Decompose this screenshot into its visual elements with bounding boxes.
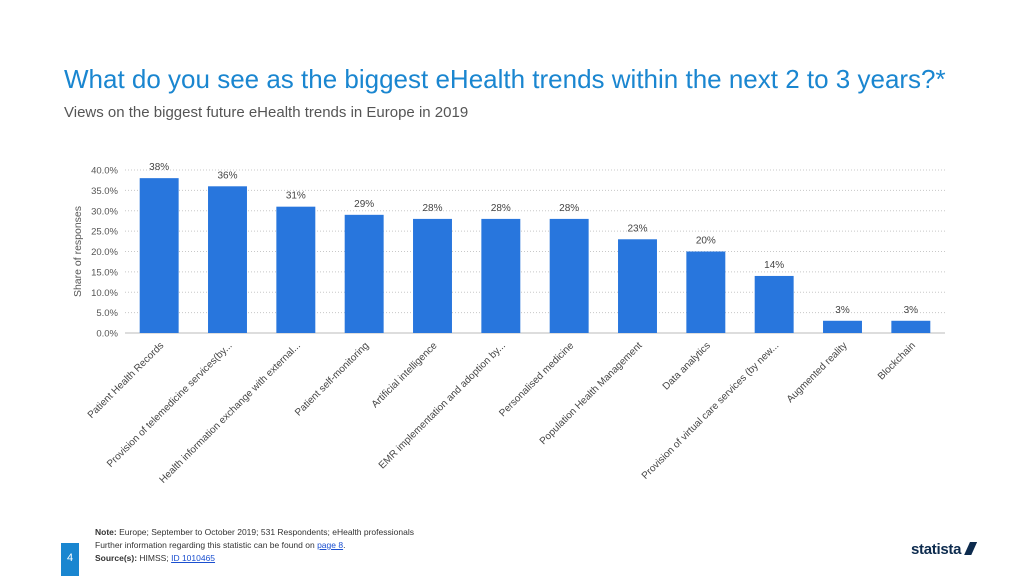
y-tick-label: 25.0% xyxy=(91,227,118,238)
y-tick-label: 30.0% xyxy=(91,206,118,217)
bar-value-label: 3% xyxy=(904,305,919,316)
statista-logo: statista xyxy=(911,541,978,558)
info-line: Further information regarding this stati… xyxy=(95,539,414,552)
x-tick-label: Provision of telemedicine services(by... xyxy=(105,340,234,469)
info-end: . xyxy=(343,540,346,550)
info-text: Further information regarding this stati… xyxy=(95,540,315,550)
y-tick-label: 0.0% xyxy=(96,329,118,340)
bar-value-label: 31% xyxy=(286,191,306,202)
bar-value-label: 38% xyxy=(149,162,169,173)
bar-value-label: 28% xyxy=(422,203,442,214)
page-number: 4 xyxy=(61,543,79,576)
y-tick-label: 15.0% xyxy=(91,267,118,278)
bar xyxy=(139,178,179,333)
source-label: Source(s): xyxy=(95,553,138,563)
y-tick-label: 20.0% xyxy=(91,247,118,258)
x-tick-label: EMR implementation and adoption by... xyxy=(377,340,508,471)
bar-value-label: 36% xyxy=(217,170,237,181)
bar xyxy=(481,218,521,333)
bar-value-label: 3% xyxy=(835,305,850,316)
note-label: Note: xyxy=(95,527,117,537)
bar xyxy=(276,206,316,333)
x-tick-label: Artificial intelligence xyxy=(370,340,440,410)
x-tick-label: Health information exchange with externa… xyxy=(158,340,303,485)
x-tick-label: Blockchain xyxy=(876,340,918,382)
source-text: HIMSS; xyxy=(139,553,169,563)
y-tick-label: 10.0% xyxy=(91,288,118,299)
y-tick-label: 35.0% xyxy=(91,186,118,197)
y-axis-label: Share of responses xyxy=(72,206,84,297)
bar-value-label: 29% xyxy=(354,199,374,210)
y-tick-label: 5.0% xyxy=(96,308,118,319)
note-line: Note: Europe; September to October 2019;… xyxy=(95,526,414,539)
bar-chart: 0.0% 5.0% 10.0% 15.0% 20.0% 25.0% 30.0% 35.0% 40… xyxy=(72,162,945,486)
x-tick-label: Augmented reality xyxy=(785,340,850,405)
x-tick-label: Patient Health Records xyxy=(86,340,166,420)
bar xyxy=(754,275,794,333)
bar xyxy=(686,251,726,333)
bar xyxy=(208,186,247,333)
note-text: Europe; September to October 2019; 531 R… xyxy=(119,527,414,537)
x-tick-label: Provision of virtual care services (by n… xyxy=(640,340,781,481)
x-tick-label: Personalised medicine xyxy=(497,340,576,419)
bar-value-label: 14% xyxy=(764,260,784,271)
bar xyxy=(823,320,862,333)
brand-name: statista xyxy=(911,541,962,558)
x-tick-label: Data analytics xyxy=(661,340,713,392)
x-tick-label: Patient self-monitoring xyxy=(293,340,371,418)
chart-title: What do you see as the biggest eHealth t… xyxy=(64,64,946,94)
bar-value-label: 28% xyxy=(491,203,511,214)
chart-subtitle: Views on the biggest future eHealth tren… xyxy=(64,104,469,121)
bar xyxy=(344,214,384,333)
source-id-link[interactable]: ID 1010465 xyxy=(171,553,216,563)
bar xyxy=(618,239,657,333)
bar xyxy=(549,218,589,333)
y-tick-label: 40.0% xyxy=(91,166,118,177)
bar-value-label: 20% xyxy=(696,236,716,247)
bar-value-label: 28% xyxy=(559,203,579,214)
logo-mark-icon xyxy=(964,542,978,555)
bar-value-label: 23% xyxy=(627,223,647,234)
page-link[interactable]: page 8 xyxy=(317,540,344,550)
bar xyxy=(891,320,931,333)
bar xyxy=(413,218,452,333)
footer: Note: Europe; September to October 2019;… xyxy=(95,526,414,565)
source-line: Source(s): HIMSS; ID 1010465 xyxy=(95,552,414,565)
